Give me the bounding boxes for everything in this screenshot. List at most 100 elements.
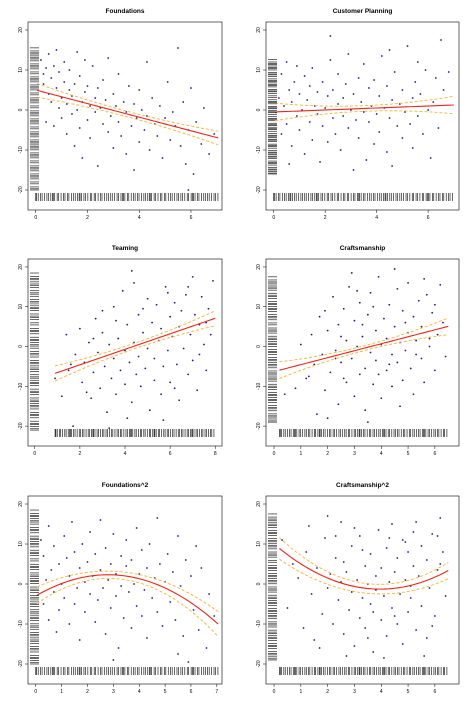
data-point	[127, 85, 130, 87]
data-point	[353, 319, 356, 322]
data-point	[109, 115, 112, 117]
data-point	[352, 169, 355, 171]
data-point	[401, 309, 404, 312]
data-point	[380, 567, 383, 569]
x-tick-label: 4	[138, 215, 141, 221]
data-point	[420, 545, 423, 547]
data-point	[130, 270, 133, 272]
data-point	[344, 83, 347, 85]
data-point	[177, 47, 179, 49]
data-point	[436, 333, 439, 336]
data-point	[308, 121, 311, 123]
data-point	[436, 535, 439, 537]
data-point	[94, 317, 97, 320]
data-point	[54, 377, 56, 380]
data-point	[412, 393, 415, 396]
data-point	[431, 533, 434, 535]
x-tick-label: 6	[433, 689, 436, 695]
data-point	[377, 373, 380, 376]
data-point	[364, 367, 367, 370]
data-point	[94, 97, 97, 99]
data-point	[205, 321, 208, 324]
data-point	[60, 97, 63, 99]
data-point	[81, 543, 84, 545]
data-point	[388, 49, 391, 51]
data-point	[345, 339, 348, 342]
data-point	[377, 529, 380, 531]
data-point	[386, 85, 388, 87]
data-point	[135, 527, 138, 529]
data-point	[393, 325, 396, 328]
data-point	[117, 647, 120, 649]
data-point	[138, 141, 141, 143]
data-point	[213, 615, 216, 617]
data-point	[428, 345, 431, 348]
data-point	[40, 539, 42, 541]
data-point	[146, 347, 149, 350]
data-point	[203, 343, 205, 346]
data-point	[159, 563, 161, 565]
data-point	[115, 393, 117, 396]
data-point	[45, 579, 48, 581]
data-point	[342, 633, 345, 635]
data-point	[169, 601, 172, 603]
data-point	[117, 337, 120, 340]
data-point	[358, 617, 361, 619]
y-tick-label: -10	[256, 146, 262, 153]
x-tick-label: 2	[78, 451, 81, 457]
data-point	[195, 545, 198, 547]
data-point	[326, 587, 329, 589]
data-point	[146, 297, 149, 300]
data-point	[420, 357, 423, 360]
data-point	[63, 61, 66, 63]
panel-title: Foundations	[106, 8, 145, 15]
data-point	[393, 268, 396, 270]
data-point	[299, 343, 302, 346]
data-point	[187, 285, 190, 288]
data-point	[67, 369, 70, 372]
data-point	[135, 117, 138, 119]
data-point	[90, 397, 93, 400]
data-point	[420, 325, 423, 328]
data-point	[358, 373, 361, 376]
data-point	[73, 145, 76, 147]
y-tick-label: 10	[18, 67, 24, 73]
data-point	[146, 637, 148, 639]
data-point	[76, 51, 79, 53]
data-point	[428, 337, 431, 340]
data-point	[52, 545, 55, 547]
data-point	[361, 597, 364, 599]
data-point	[380, 397, 383, 400]
data-point	[326, 417, 329, 420]
data-point	[192, 609, 195, 611]
data-point	[442, 321, 444, 324]
data-point	[96, 165, 99, 167]
data-point	[130, 401, 133, 404]
data-point	[128, 361, 131, 364]
data-point	[112, 533, 115, 535]
data-point	[334, 133, 337, 135]
data-point	[407, 551, 409, 553]
data-point	[444, 595, 447, 597]
y-tick-label: -10	[18, 146, 24, 153]
data-point	[337, 103, 339, 105]
data-point	[321, 81, 324, 83]
data-point	[127, 591, 130, 593]
data-point	[332, 89, 334, 91]
data-point	[208, 153, 210, 155]
data-point	[133, 583, 135, 585]
data-point	[192, 173, 195, 175]
data-point	[285, 61, 288, 63]
data-point	[73, 603, 76, 605]
data-point	[326, 515, 329, 517]
data-point	[182, 347, 185, 350]
data-point	[375, 113, 378, 115]
panel-title: Craftsmanship^2	[336, 481, 389, 489]
data-point	[286, 607, 289, 609]
data-point	[347, 127, 350, 129]
y-tick-label: 0	[256, 582, 262, 585]
data-point	[175, 363, 178, 366]
data-point	[162, 365, 165, 368]
fit-line	[54, 317, 216, 374]
data-point	[407, 281, 409, 284]
